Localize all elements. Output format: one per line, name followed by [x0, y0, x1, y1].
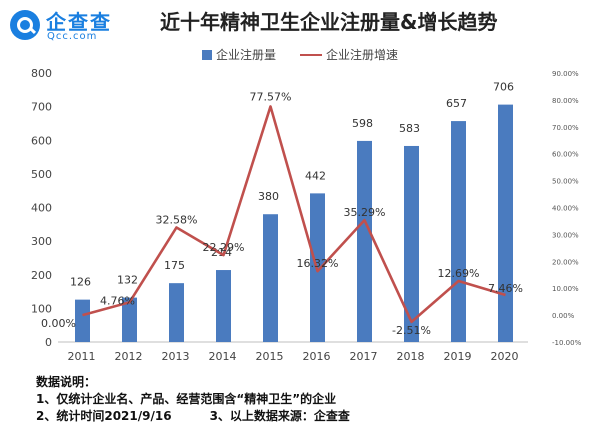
- growth-value-label: -2.51%: [392, 324, 431, 337]
- growth-value-label: 12.69%: [438, 267, 480, 280]
- x-tick-label: 2011: [68, 350, 96, 363]
- x-tick-label: 2018: [397, 350, 425, 363]
- growth-value-label: 0.00%: [41, 317, 76, 330]
- y-left-tick-label: 0: [45, 336, 52, 349]
- y-right-tick-label: 40.00%: [552, 205, 579, 213]
- y-right-tick-label: 30.00%: [552, 231, 579, 239]
- y-left-tick-label: 400: [31, 202, 52, 215]
- bar-value-label: 132: [117, 274, 138, 287]
- bar: [122, 297, 137, 342]
- bar-value-label: 657: [446, 97, 467, 110]
- y-right-tick-label: -10.00%: [552, 339, 582, 347]
- bar-value-label: 706: [493, 81, 514, 94]
- growth-line: [82, 105, 506, 324]
- x-tick-label: 2015: [256, 350, 284, 363]
- y-right-tick-label: 60.00%: [552, 151, 579, 159]
- x-tick-label: 2012: [115, 350, 143, 363]
- y-left-tick-label: 500: [31, 168, 52, 181]
- bar-value-label: 442: [305, 169, 326, 182]
- bar: [263, 214, 278, 342]
- bar: [357, 140, 372, 342]
- legend-bar-label: 企业注册量: [216, 48, 277, 62]
- y-right-tick-label: 50.00%: [552, 178, 579, 186]
- y-right-tick-label: 20.00%: [552, 258, 579, 266]
- logo-name: 企查查: [46, 10, 112, 34]
- magnifier-logo-icon: [10, 10, 40, 40]
- x-tick-label: 2017: [350, 350, 378, 363]
- bar: [404, 145, 419, 342]
- legend-item-bar: 企业注册量: [202, 46, 276, 63]
- y-right-tick-label: 10.00%: [552, 285, 579, 293]
- legend-item-line: 企业注册增速: [300, 46, 398, 63]
- y-right-tick-label: 80.00%: [552, 97, 579, 105]
- growth-value-label: 32.58%: [156, 213, 198, 226]
- chart-title: 近十年精神卫生企业注册量&增长趋势: [160, 10, 498, 34]
- notes-line2a: 2、统计时间2021/9/16: [36, 409, 172, 423]
- data-notes: 数据说明： 1、仅统计企业名、产品、经营范围含“精神卫生”的企业 2、统计时间2…: [36, 374, 350, 425]
- growth-value-label: 35.29%: [344, 206, 386, 219]
- y-right-tick-label: 0.00%: [552, 312, 575, 320]
- bar-value-label: 175: [164, 259, 185, 272]
- legend-line-label: 企业注册增速: [326, 48, 399, 62]
- y-left-tick-label: 800: [31, 67, 52, 80]
- bar-value-label: 598: [352, 117, 373, 130]
- x-tick-label: 2014: [209, 350, 237, 363]
- bar: [75, 299, 90, 342]
- y-left-tick-label: 100: [31, 302, 52, 315]
- growth-value-label: 16.32%: [297, 257, 339, 270]
- logo-domain: Qcc.com: [47, 31, 98, 42]
- growth-value-label: 4.76%: [100, 294, 135, 307]
- bar-value-label: 380: [258, 190, 279, 203]
- notes-line1: 1、仅统计企业名、产品、经营范围含“精神卫生”的企业: [36, 392, 337, 406]
- y-left-tick-label: 300: [31, 235, 52, 248]
- legend-line-swatch: [300, 54, 322, 56]
- y-right-tick-label: 70.00%: [552, 124, 579, 132]
- growth-value-label: 22.29%: [203, 241, 245, 254]
- x-tick-label: 2020: [491, 350, 519, 363]
- legend-bar-swatch: [202, 50, 212, 60]
- y-left-tick-label: 200: [31, 269, 52, 282]
- notes-heading: 数据说明：: [36, 375, 97, 389]
- bar-value-label: 126: [70, 276, 91, 289]
- bar: [216, 270, 231, 342]
- x-tick-label: 2019: [444, 350, 472, 363]
- x-tick-label: 2016: [303, 350, 331, 363]
- notes-line2b: 3、以上数据来源：企查查: [209, 409, 350, 423]
- x-tick-label: 2013: [162, 350, 190, 363]
- bar-value-label: 583: [399, 122, 420, 135]
- qcc-logo: 企查查 Qcc.com: [10, 6, 132, 46]
- bar: [498, 104, 513, 342]
- y-right-tick-label: 90.00%: [552, 70, 579, 78]
- y-left-tick-label: 700: [31, 101, 52, 114]
- growth-value-label: 7.46%: [488, 282, 523, 295]
- bar: [451, 121, 466, 343]
- notes-line2: 2、统计时间2021/9/16 3、以上数据来源：企查查: [36, 408, 350, 425]
- growth-value-label: 77.57%: [250, 90, 292, 103]
- bar: [169, 283, 184, 342]
- y-left-tick-label: 600: [31, 134, 52, 147]
